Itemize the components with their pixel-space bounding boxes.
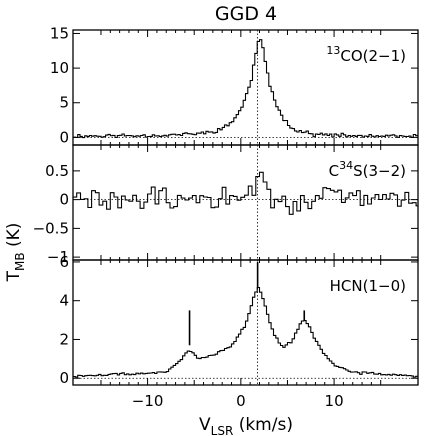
panel-c34s: −1 −0.5 0 0.5 C34S(3−2): [33, 144, 419, 266]
x-tick-label: 0: [236, 392, 246, 410]
x-tick-labels: −10 0 10: [132, 392, 344, 410]
spectrum-line: [73, 171, 418, 215]
x-tick-label: 10: [325, 392, 344, 410]
y-tick-label: 10: [50, 59, 69, 77]
y-tick-label: 0: [59, 128, 69, 146]
y-tick-label: 5: [59, 94, 69, 112]
x-axis-label: VLSR (km/s): [199, 415, 293, 436]
y-tick-label: 0: [59, 191, 69, 209]
y-axis-label: TMB (K): [4, 223, 27, 283]
y-tick-label: 6: [59, 253, 69, 271]
spectrum-line: [73, 39, 418, 139]
spectrum-line: [73, 286, 418, 378]
y-tick-label: 4: [59, 292, 69, 310]
x-tick-label: −10: [132, 392, 164, 410]
panel-label: 13CO(2−1): [326, 44, 406, 65]
panel-frame: [72, 259, 419, 386]
panel-13co: 0 5 10 15 13CO(2−1): [50, 24, 419, 146]
chart-title: GGD 4: [215, 3, 277, 25]
y-tick-label: 0.5: [45, 162, 69, 180]
panel-label: HCN(1−0): [330, 277, 406, 295]
y-tick-label: 2: [59, 330, 69, 348]
y-tick-label: 0: [59, 369, 69, 387]
panel-hcn: 0 2 4 6 HCN(1−0): [59, 253, 419, 387]
panel-label: C34S(3−2): [329, 159, 406, 180]
y-tick-label: −0.5: [33, 219, 69, 237]
y-tick-label: 15: [50, 24, 69, 42]
y-tick-label: −1: [47, 248, 69, 266]
